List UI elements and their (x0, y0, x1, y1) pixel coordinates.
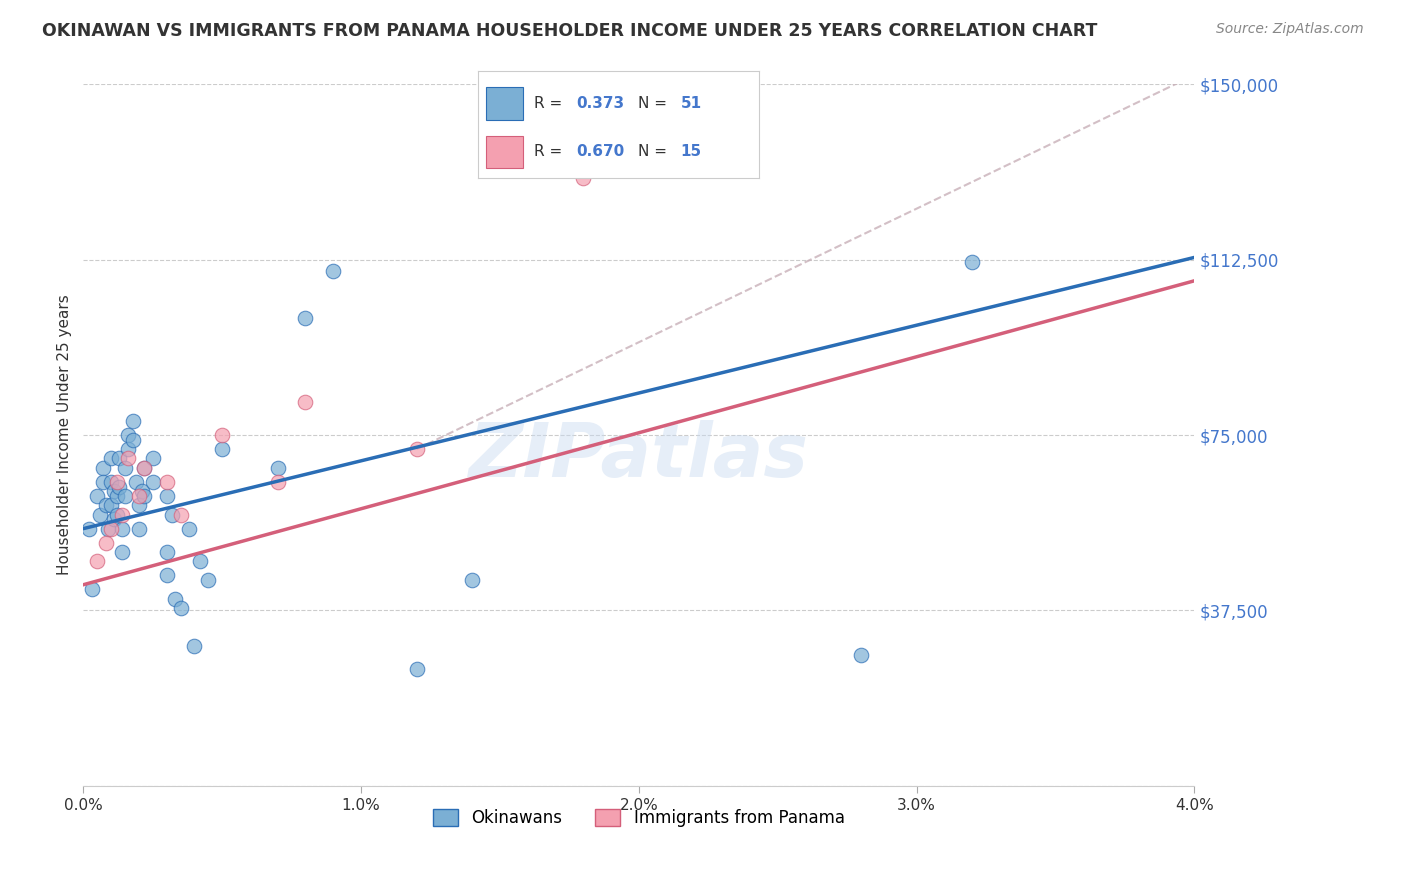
Point (163, 591, 186, 606)
Point (134, 489, 156, 503)
Point (131, 484, 153, 499)
Point (156, 545, 179, 559)
Text: Source: ZipAtlas.com: Source: ZipAtlas.com (1216, 22, 1364, 37)
Point (128, 489, 150, 503)
Point (114, 460, 136, 475)
Point (142, 451, 165, 466)
Point (103, 512, 125, 526)
Point (100, 498, 122, 512)
Text: N =: N = (638, 145, 672, 159)
Y-axis label: Householder Income Under 25 years: Householder Income Under 25 years (58, 294, 72, 575)
Point (77, 522, 100, 536)
Text: OKINAWAN VS IMMIGRANTS FROM PANAMA HOUSEHOLDER INCOME UNDER 25 YEARS CORRELATION: OKINAWAN VS IMMIGRANTS FROM PANAMA HOUSE… (42, 22, 1098, 40)
Point (97, 522, 120, 536)
Text: R =: R = (534, 145, 568, 159)
FancyBboxPatch shape (486, 87, 523, 120)
Point (183, 639, 205, 653)
Point (134, 460, 156, 475)
Point (572, 170, 595, 185)
Point (103, 484, 125, 499)
Point (156, 475, 179, 489)
Text: 0.373: 0.373 (576, 96, 624, 111)
Point (294, 395, 316, 409)
FancyBboxPatch shape (486, 136, 523, 168)
Point (91, 475, 114, 489)
Point (108, 451, 131, 466)
Point (267, 460, 290, 475)
Point (405, 442, 427, 457)
Point (122, 414, 145, 428)
Point (134, 460, 156, 475)
Point (128, 498, 150, 512)
Point (117, 451, 139, 466)
Point (91, 460, 114, 475)
Point (114, 489, 136, 503)
Point (122, 433, 145, 447)
Text: ZIPatlas: ZIPatlas (468, 419, 808, 492)
Point (211, 442, 233, 457)
Text: N =: N = (638, 96, 672, 111)
Point (405, 662, 427, 676)
Point (111, 508, 134, 522)
Point (267, 475, 290, 489)
Point (142, 475, 165, 489)
Point (117, 442, 139, 457)
Point (169, 601, 191, 615)
Point (89, 508, 111, 522)
Point (849, 648, 872, 662)
Point (960, 255, 983, 269)
Point (100, 522, 122, 536)
Text: R =: R = (534, 96, 568, 111)
Text: 0.670: 0.670 (576, 145, 624, 159)
Point (86, 489, 108, 503)
Point (294, 311, 316, 326)
Point (86, 554, 108, 568)
Point (100, 475, 122, 489)
Point (322, 264, 344, 278)
Point (188, 554, 211, 568)
Point (177, 522, 200, 536)
Point (80, 582, 103, 597)
Point (128, 522, 150, 536)
Point (117, 428, 139, 442)
Point (105, 475, 128, 489)
Point (94, 498, 117, 512)
Point (111, 545, 134, 559)
Point (111, 522, 134, 536)
Point (105, 508, 128, 522)
Point (156, 489, 179, 503)
Point (108, 479, 131, 493)
Point (461, 573, 484, 587)
Point (94, 535, 117, 549)
Point (100, 451, 122, 466)
Point (125, 475, 148, 489)
Point (156, 568, 179, 582)
Text: 51: 51 (681, 96, 702, 111)
Point (197, 573, 219, 587)
Point (160, 508, 183, 522)
Point (105, 489, 128, 503)
Point (169, 508, 191, 522)
Text: 15: 15 (681, 145, 702, 159)
Legend: Okinawans, Immigrants from Panama: Okinawans, Immigrants from Panama (426, 802, 852, 833)
Point (211, 428, 233, 442)
